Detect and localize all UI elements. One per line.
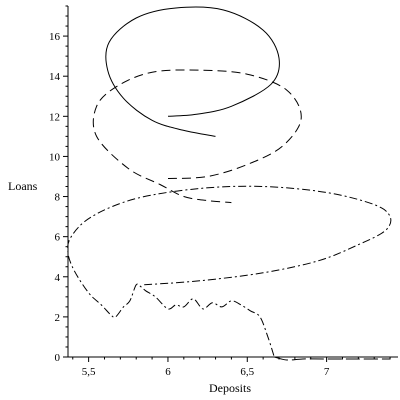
x-tick-label: 7 [324,366,330,378]
y-axis-label: Loans [8,179,38,193]
x-tick-label: 6 [165,366,171,378]
y-tick-label: 2 [55,312,61,324]
x-tick-label: 5,5 [82,366,96,378]
x-tick-label: 6,5 [240,366,254,378]
y-tick-label: 12 [49,111,60,123]
series-line-4 [274,356,391,361]
y-tick-label: 4 [55,272,61,284]
y-tick-label: 6 [55,232,61,244]
x-axis-label: Deposits [209,381,251,395]
y-tick-label: 0 [55,352,61,364]
axes: 0 2 4 6 8 10 12 14 16 5,5 6 6,5 7 [49,5,398,378]
y-tick-label: 16 [49,31,61,43]
series-layer [67,6,392,361]
y-tick-label: 8 [55,192,61,204]
series-line-2 [92,69,302,204]
y-tick-label: 14 [49,71,61,83]
series-line-3 [67,185,392,358]
tick-layer: 0 2 4 6 8 10 12 14 16 5,5 6 6,5 7 [49,5,391,378]
series-line-1 [105,6,280,137]
y-tick-label: 10 [49,151,61,163]
